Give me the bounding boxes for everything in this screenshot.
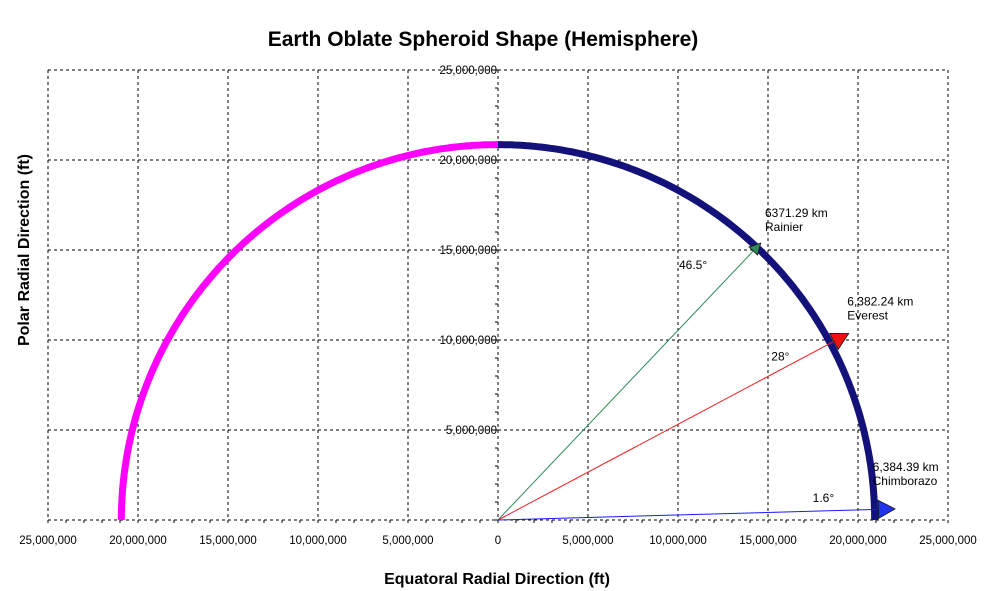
series	[117, 141, 879, 521]
y-tick-label: 15,000,000	[439, 245, 497, 257]
x-tick-label: 20,000,000	[109, 535, 167, 547]
x-tick-label: 25,000,000	[919, 535, 977, 547]
x-tick-label: 5,000,000	[562, 535, 613, 547]
x-tick-label: 15,000,000	[739, 535, 797, 547]
right-hemisphere-curve	[498, 141, 879, 521]
y-tick-label: 5,000,000	[446, 425, 497, 437]
annotation-distance-rainier: 6371.29 km	[765, 206, 828, 220]
left-hemisphere-curve	[117, 141, 498, 521]
x-tick-label: 15,000,000	[199, 535, 257, 547]
x-tick-label: 10,000,000	[289, 535, 347, 547]
y-tick-label: 10,000,000	[439, 335, 497, 347]
chart-title: Earth Oblate Spheroid Shape (Hemisphere)	[268, 28, 699, 51]
annotation-name-everest: Everest	[847, 308, 888, 322]
y-tick-label: 20,000,000	[439, 155, 497, 167]
marker-rainier	[748, 242, 762, 256]
x-axis-label: Equatoral Radial Direction (ft)	[384, 571, 610, 588]
x-tick-label: 10,000,000	[649, 535, 707, 547]
annotation-angle-everest: 28°	[771, 349, 789, 363]
y-axis-ticks: 5,000,000 10,000,000 15,000,000 20,000,000 2…	[439, 65, 497, 437]
y-axis-label: Polar Radial Direction (ft)	[16, 154, 33, 346]
grid	[47, 69, 949, 523]
y-tick-label: 25,000,000	[439, 65, 497, 77]
annotation-distance-everest: 6,382.24 km	[847, 294, 913, 308]
x-tick-label: 25,000,000	[19, 535, 77, 547]
annotation-distance-chimborazo: 6,384.39 km	[873, 460, 939, 474]
radius-line-chimborazo	[497, 508, 887, 521]
marker-chimborazo	[877, 499, 896, 520]
x-tick-label: 0	[495, 535, 501, 547]
x-tick-label: 20,000,000	[829, 535, 887, 547]
annotation-angle-rainier: 46.5°	[679, 258, 707, 272]
x-axis-ticks: 25,000,000 20,000,000 15,000,000 10,000,000…	[19, 535, 977, 547]
radius-line-rainier	[497, 246, 758, 521]
marker-everest	[828, 332, 850, 351]
annotation-name-rainier: Rainier	[765, 220, 803, 234]
annotation-name-chimborazo: Chimborazo	[873, 474, 938, 488]
radius-line-everest	[497, 337, 842, 521]
x-tick-label: 5,000,000	[382, 535, 433, 547]
annotation-angle-chimborazo: 1.6°	[813, 491, 835, 505]
